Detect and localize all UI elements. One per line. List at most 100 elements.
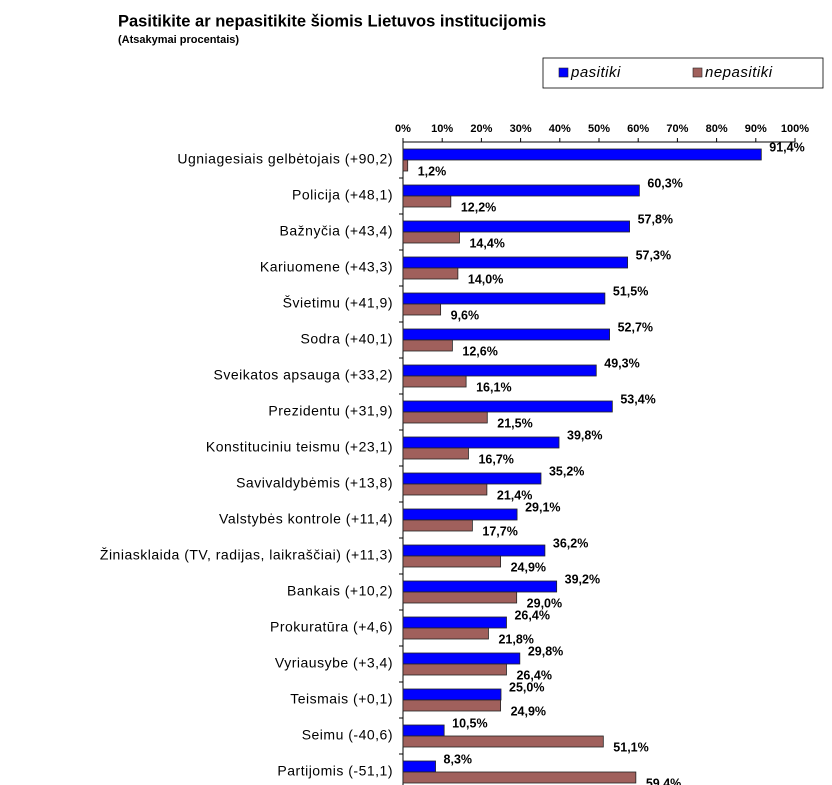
- y-tick-label: Sveikatos apsauga (+33,2): [214, 367, 393, 383]
- bar: [402, 519, 473, 532]
- value-label: 59,4%: [646, 776, 681, 785]
- y-tick-label: Prokuratūra (+4,6): [270, 619, 393, 635]
- value-label: 14,4%: [469, 236, 504, 250]
- y-tick-label: Bankais (+10,2): [287, 583, 393, 599]
- x-tick-label: 40%: [549, 123, 571, 135]
- y-tick-label: Konstituciniu teismu (+23,1): [206, 439, 393, 455]
- y-tick-label: Policija (+48,1): [292, 187, 393, 203]
- y-tick-label: Kariuomene (+43,3): [260, 259, 393, 275]
- value-label: 21,8%: [498, 632, 533, 646]
- y-tick-label: Savivaldybėmis (+13,8): [236, 475, 393, 491]
- value-label: 57,3%: [636, 248, 671, 262]
- bar: [402, 303, 442, 316]
- bar: [402, 292, 606, 305]
- value-label: 57,8%: [638, 212, 673, 226]
- value-label: 10,5%: [452, 716, 487, 730]
- bar: [402, 724, 445, 737]
- value-label: 12,2%: [461, 200, 496, 214]
- y-tick-label: Teismais (+0,1): [290, 691, 393, 707]
- bar: [402, 760, 436, 773]
- x-tick-label: 60%: [627, 123, 649, 135]
- chart-title: Pasitikite ar nepasitikite šiomis Lietuv…: [118, 12, 546, 30]
- value-label: 17,7%: [482, 524, 517, 538]
- bar: [402, 652, 521, 665]
- value-label: 21,5%: [497, 416, 532, 430]
- bar: [402, 375, 467, 388]
- bar: [402, 267, 459, 280]
- x-tick-label: 30%: [510, 123, 532, 135]
- y-tick-label: Seimu (-40,6): [302, 727, 393, 743]
- value-label: 36,2%: [553, 536, 588, 550]
- value-label: 52,7%: [618, 320, 653, 334]
- x-tick-label: 80%: [706, 123, 728, 135]
- value-label: 51,5%: [613, 284, 648, 298]
- x-tick-label: 0%: [395, 123, 411, 135]
- y-tick-label: Valstybės kontrole (+11,4): [219, 511, 393, 527]
- bar: [402, 508, 518, 521]
- legend-swatch: [692, 67, 703, 78]
- bar: [402, 195, 452, 208]
- value-label: 9,6%: [451, 308, 480, 322]
- bar: [402, 627, 489, 640]
- value-label: 1,2%: [418, 164, 447, 178]
- value-label: 24,9%: [511, 704, 546, 718]
- bar: [402, 699, 502, 712]
- bar: [402, 148, 762, 161]
- bar: [402, 220, 630, 233]
- value-label: 25,0%: [509, 680, 544, 694]
- value-label: 49,3%: [604, 356, 639, 370]
- value-label: 91,4%: [769, 140, 804, 154]
- value-label: 26,4%: [514, 608, 549, 622]
- bar: [402, 339, 453, 352]
- value-label: 39,2%: [565, 572, 600, 586]
- bar: [402, 591, 518, 604]
- x-tick-label: 70%: [666, 123, 688, 135]
- value-label: 8,3%: [444, 752, 473, 766]
- bar: [402, 436, 560, 449]
- y-tick-label: Žiniasklaida (TV, radijas, laikraščiai) …: [100, 547, 393, 563]
- value-label: 26,4%: [516, 668, 551, 682]
- x-tick-label: 10%: [431, 123, 453, 135]
- bar: [402, 771, 637, 784]
- value-label: 16,1%: [476, 380, 511, 394]
- value-label: 29,1%: [525, 500, 560, 514]
- bar: [402, 472, 542, 485]
- value-label: 12,6%: [462, 344, 497, 358]
- value-label: 60,3%: [647, 176, 682, 190]
- legend-swatch: [558, 67, 569, 78]
- y-tick-label: Sodra (+40,1): [301, 331, 394, 347]
- bar: [402, 616, 507, 629]
- bar: [402, 400, 613, 413]
- bar: [402, 364, 597, 377]
- value-label: 29,8%: [528, 644, 563, 658]
- bar: [402, 256, 629, 269]
- bar: [402, 483, 488, 496]
- y-tick-label: Švietimu (+41,9): [283, 295, 393, 311]
- bar: [402, 688, 502, 701]
- value-label: 53,4%: [620, 392, 655, 406]
- x-tick-label: 50%: [588, 123, 610, 135]
- x-tick-label: 20%: [470, 123, 492, 135]
- value-label: 21,4%: [497, 488, 532, 502]
- y-tick-label: Partijomis (-51,1): [277, 763, 393, 779]
- value-label: 24,9%: [511, 560, 546, 574]
- legend-label: pasitiki: [570, 64, 621, 81]
- bar: [402, 184, 640, 197]
- x-tick-label: 90%: [745, 123, 767, 135]
- y-tick-label: Prezidentu (+31,9): [268, 403, 393, 419]
- x-tick-label: 100%: [781, 123, 809, 135]
- bar: [402, 159, 409, 172]
- legend-box: [542, 57, 824, 89]
- value-label: 35,2%: [549, 464, 584, 478]
- y-tick-label: Vyriausybe (+3,4): [275, 655, 393, 671]
- value-label: 14,0%: [468, 272, 503, 286]
- value-label: 51,1%: [613, 740, 648, 754]
- bar: [402, 411, 488, 424]
- bar: [402, 328, 610, 341]
- bar: [402, 555, 502, 568]
- bar: [402, 544, 546, 557]
- chart-subtitle: (Atsakymai procentais): [118, 34, 239, 46]
- legend-label: nepasitiki: [705, 64, 773, 81]
